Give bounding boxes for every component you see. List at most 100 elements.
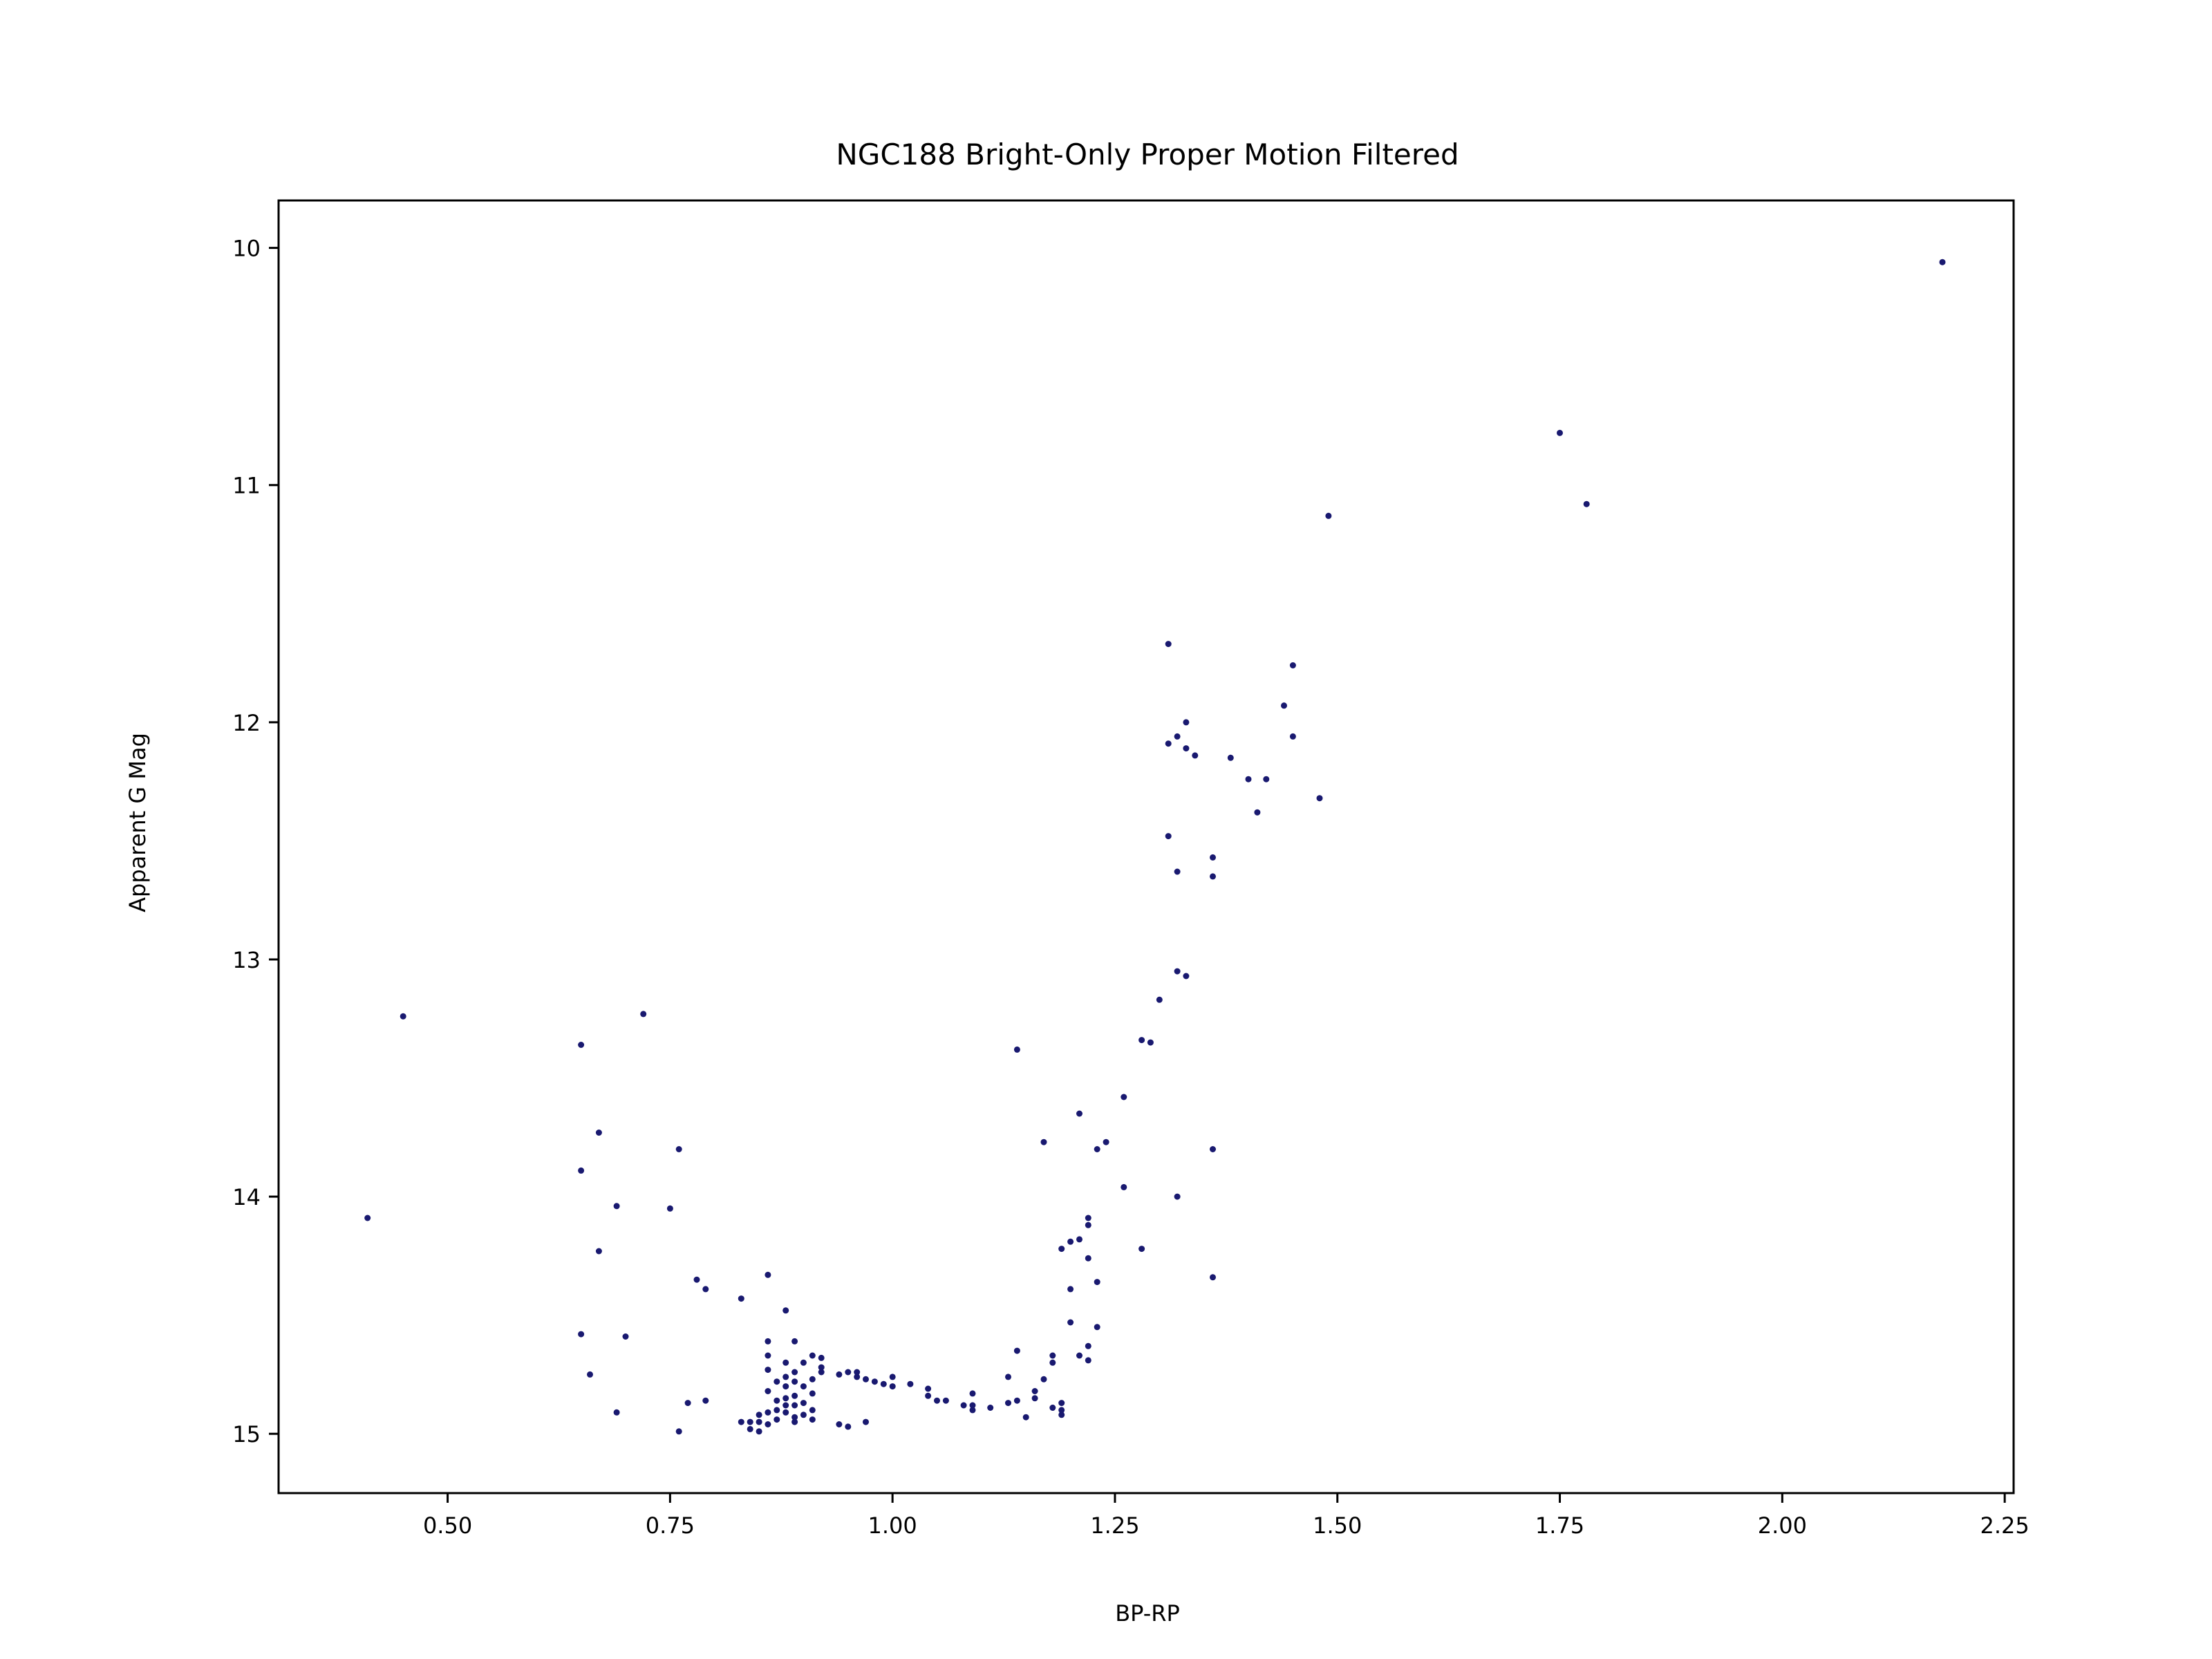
data-point <box>1557 429 1563 436</box>
data-point <box>1156 996 1163 1003</box>
data-point <box>587 1371 593 1378</box>
data-point <box>854 1374 861 1380</box>
data-point <box>1165 641 1172 648</box>
data-point <box>595 1130 602 1136</box>
data-point <box>1058 1412 1065 1418</box>
data-point <box>889 1383 896 1390</box>
data-point <box>613 1203 620 1210</box>
data-point <box>1085 1215 1091 1221</box>
data-point <box>791 1378 798 1385</box>
data-point <box>1013 1397 1020 1404</box>
data-point <box>666 1205 673 1212</box>
data-point <box>1281 702 1287 709</box>
data-point <box>765 1409 771 1416</box>
data-point <box>1210 1274 1216 1281</box>
data-point <box>1289 662 1296 668</box>
data-point <box>782 1383 789 1390</box>
data-point <box>765 1421 771 1427</box>
data-point <box>969 1390 976 1397</box>
data-point <box>1005 1400 1011 1407</box>
data-point <box>1049 1352 1056 1359</box>
data-point <box>1049 1405 1056 1411</box>
data-point <box>1013 1347 1020 1354</box>
data-point <box>738 1295 744 1302</box>
data-point <box>400 1013 406 1020</box>
data-point <box>765 1338 771 1344</box>
data-point <box>1325 512 1332 519</box>
data-point <box>595 1248 602 1255</box>
data-points <box>364 259 1946 1435</box>
data-point <box>1138 1246 1145 1253</box>
data-point <box>702 1286 709 1293</box>
data-point <box>1094 1146 1100 1152</box>
data-point <box>791 1418 798 1425</box>
data-point <box>1939 259 1946 265</box>
data-point <box>1210 873 1216 880</box>
data-point <box>1263 776 1270 782</box>
data-point <box>774 1378 780 1385</box>
y-tick-label: 14 <box>232 1184 261 1210</box>
data-point <box>1040 1138 1047 1145</box>
data-point <box>765 1367 771 1374</box>
data-point <box>1227 754 1234 761</box>
data-point <box>1085 1255 1091 1262</box>
data-point <box>1210 1146 1216 1152</box>
data-point <box>1031 1388 1038 1394</box>
data-point <box>1174 733 1181 740</box>
data-point <box>765 1388 771 1394</box>
data-point <box>809 1416 816 1423</box>
data-point <box>1076 1352 1082 1359</box>
data-point <box>845 1369 852 1376</box>
data-point <box>1289 733 1296 740</box>
data-point <box>578 1042 585 1048</box>
data-point <box>640 1011 647 1018</box>
data-point <box>684 1400 691 1407</box>
x-tick-label: 1.50 <box>1313 1512 1362 1539</box>
data-point <box>1067 1319 1074 1326</box>
data-point <box>702 1397 709 1404</box>
data-point <box>969 1402 976 1409</box>
data-point <box>738 1418 744 1425</box>
data-point <box>987 1405 994 1411</box>
data-point <box>622 1333 629 1340</box>
data-point <box>1583 500 1590 507</box>
y-tick-label: 12 <box>232 710 261 736</box>
data-point <box>960 1402 967 1409</box>
plot-frame <box>277 199 2015 1494</box>
data-point <box>1094 1324 1100 1331</box>
data-point <box>782 1402 789 1409</box>
data-point <box>1103 1138 1109 1145</box>
data-point <box>809 1407 816 1414</box>
data-point <box>809 1376 816 1382</box>
data-point <box>578 1167 585 1174</box>
data-point <box>747 1418 753 1425</box>
y-tick-label: 10 <box>232 236 261 262</box>
data-point <box>1005 1374 1011 1380</box>
data-point <box>800 1359 807 1366</box>
data-point <box>818 1369 825 1376</box>
data-point <box>791 1414 798 1421</box>
data-point <box>782 1307 789 1314</box>
data-point <box>1085 1221 1091 1228</box>
x-tick-label: 1.25 <box>1090 1512 1139 1539</box>
y-tick-label: 11 <box>232 473 261 499</box>
data-point <box>1147 1039 1154 1046</box>
data-point <box>1076 1110 1082 1117</box>
y-axis-label: Apparent G Mag <box>124 733 151 912</box>
data-point <box>765 1271 771 1278</box>
chart-title: NGC188 Bright-Only Proper Motion Filtere… <box>836 138 1459 171</box>
x-axis-label: BP-RP <box>1115 1600 1180 1627</box>
data-point <box>1174 868 1181 875</box>
data-point <box>1121 1183 1127 1190</box>
data-point <box>800 1412 807 1418</box>
data-point <box>818 1364 825 1371</box>
data-point <box>1076 1236 1082 1243</box>
data-point <box>845 1423 852 1430</box>
plot-area <box>277 199 2015 1494</box>
x-tick-label: 1.00 <box>868 1512 917 1539</box>
data-point <box>1138 1037 1145 1044</box>
data-point <box>774 1397 780 1404</box>
data-point <box>880 1380 887 1387</box>
data-point <box>907 1380 914 1387</box>
